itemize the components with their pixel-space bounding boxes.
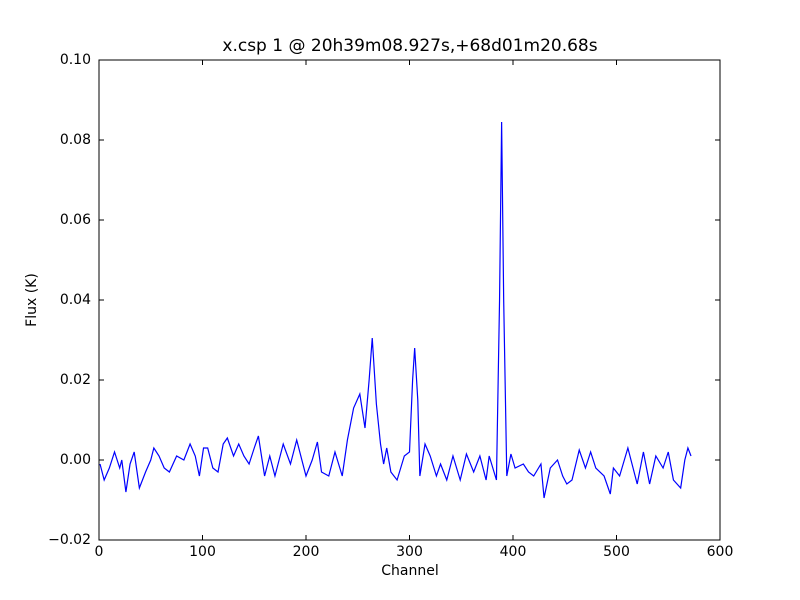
x-tick-label: 100 [189, 544, 216, 560]
y-tick-label: 0.10 [60, 52, 91, 68]
y-tick-label: 0.08 [60, 132, 91, 148]
x-tick-label: 500 [603, 544, 630, 560]
x-tick-label: 0 [95, 544, 104, 560]
y-tick-label: 0.02 [60, 372, 91, 388]
x-tick-label: 300 [396, 544, 423, 560]
y-axis-label: Flux (K) [24, 273, 40, 327]
y-tick-label: 0.06 [60, 212, 91, 228]
x-tick-label: 200 [293, 544, 320, 560]
x-axis-label: Channel [381, 563, 438, 579]
plot-frame [98, 59, 721, 541]
chart-title: x.csp 1 @ 20h39m08.927s,+68d01m20.68s [222, 36, 597, 56]
x-tick-label: 600 [707, 544, 734, 560]
data-line [99, 121, 692, 499]
y-tick-label: 0.00 [60, 452, 91, 468]
y-tick-label: 0.04 [60, 292, 91, 308]
y-tick-label: −0.02 [48, 532, 91, 548]
x-tick-label: 400 [500, 544, 527, 560]
